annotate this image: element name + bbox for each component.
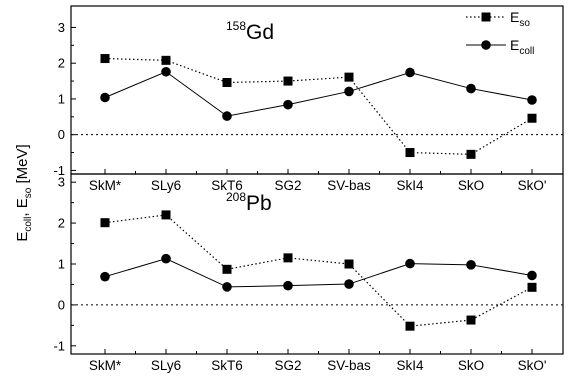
y-label-part2-main: E xyxy=(14,198,31,208)
series-e-so xyxy=(100,54,537,159)
x-tick-label: SkO xyxy=(458,358,484,373)
e-coll-point xyxy=(283,280,293,291)
e-coll-line xyxy=(104,258,533,288)
panel-gd: -1 0 1 2 3 SkM* SLy6 SkT6 SG2 SV-bas SkI4 SkO SkO' 15… xyxy=(53,5,564,193)
e-coll-point xyxy=(100,271,110,282)
e-coll-point xyxy=(283,99,293,110)
e-coll-point xyxy=(527,270,537,281)
x-tick-label: SV-bas xyxy=(327,358,371,373)
panel-pb: -1 0 1 2 3 SkM* SLy6 SkT6 SG2 SV-bas SkI4 SkO SkO' 20… xyxy=(53,173,564,373)
series-e-so xyxy=(100,210,537,331)
x-tick-label: SV-bas xyxy=(327,178,371,193)
y-label-separator: , xyxy=(14,208,31,216)
y-label-unit: [MeV] xyxy=(14,144,31,187)
legend-label-main: E xyxy=(510,37,519,53)
plot-frame xyxy=(70,5,564,175)
e-so-point xyxy=(344,72,354,82)
plot-frame xyxy=(70,173,564,355)
x-tick-label: SG2 xyxy=(274,178,301,193)
e-so-point xyxy=(527,282,537,292)
e-so-line xyxy=(104,214,533,327)
y-label-part1-sub: coll xyxy=(23,217,34,232)
x-tick-label: SkI4 xyxy=(396,358,424,373)
nucleus-symbol: Pb xyxy=(246,192,272,215)
y-tick-label: 0 xyxy=(58,127,65,142)
y-axis-label: Ecoll, Eso [MeV] xyxy=(14,144,34,241)
nucleus-mass: 158 xyxy=(226,19,246,33)
x-tick-label: SkO' xyxy=(518,358,547,373)
nucleus-mass: 208 xyxy=(226,190,246,204)
e-coll-point xyxy=(222,111,232,121)
e-so-point xyxy=(405,148,415,158)
x-tick-label: SkT6 xyxy=(211,358,243,373)
e-coll-point xyxy=(344,86,354,97)
e-coll-line xyxy=(104,71,533,117)
e-so-point xyxy=(222,77,232,87)
x-tick-label: SkM* xyxy=(89,358,122,373)
e-so-point xyxy=(100,218,110,228)
legend-label: Eso xyxy=(510,9,530,29)
x-tick-label: SkM* xyxy=(89,178,122,193)
y-label-part2-sub: so xyxy=(23,187,34,198)
e-coll-point xyxy=(527,95,537,105)
e-so-point xyxy=(161,210,171,220)
e-coll-point xyxy=(161,66,171,77)
y-tick-label: 1 xyxy=(58,257,65,272)
e-coll-point xyxy=(405,258,415,269)
y-tick-label: 2 xyxy=(58,56,65,71)
y-tick-label: -1 xyxy=(53,163,65,178)
legend-marker-circle xyxy=(481,40,491,50)
e-coll-point xyxy=(405,67,415,78)
e-coll-point xyxy=(344,279,354,289)
e-so-point xyxy=(283,253,293,263)
legend-marker-square xyxy=(481,12,491,22)
legend-label: Ecoll xyxy=(510,37,534,57)
e-coll-point xyxy=(100,92,110,103)
e-coll-point xyxy=(222,282,232,292)
series-e-coll xyxy=(100,253,537,292)
e-so-point xyxy=(222,264,232,274)
e-so-point xyxy=(466,149,476,159)
legend-label-sub: so xyxy=(519,18,530,29)
series-e-coll xyxy=(100,66,537,121)
x-tick-label: SkI4 xyxy=(396,178,424,193)
nucleus-symbol: Gd xyxy=(246,21,274,44)
panels: -1 0 1 2 3 SkM* SLy6 SkT6 SG2 SV-bas SkI4 SkO SkO' 15… xyxy=(53,5,564,373)
e-so-point xyxy=(161,55,171,65)
x-tick-label: SLy6 xyxy=(151,178,181,193)
y-tick-label: -1 xyxy=(53,338,65,353)
y-tick-label: 2 xyxy=(58,216,65,231)
e-so-point xyxy=(405,321,415,331)
nucleus-label: 158Gd xyxy=(226,19,274,44)
y-tick-label: 3 xyxy=(58,20,65,35)
e-so-point xyxy=(283,76,293,86)
e-so-point xyxy=(100,54,110,64)
e-coll-point xyxy=(161,253,171,264)
nucleus-label: 208Pb xyxy=(226,190,272,215)
y-tick-label: 1 xyxy=(58,91,65,106)
x-tick-label: SkO xyxy=(458,178,484,193)
e-so-point xyxy=(527,113,537,123)
x-tick-label: SkT6 xyxy=(211,178,243,193)
e-coll-point xyxy=(466,260,476,270)
legend-label-sub: coll xyxy=(519,46,534,57)
x-tick-label: SLy6 xyxy=(151,358,181,373)
e-so-point xyxy=(344,259,354,269)
e-coll-point xyxy=(466,83,476,94)
y-axis-title: Ecoll, Eso [MeV] xyxy=(14,144,34,241)
y-tick-label: 3 xyxy=(58,175,65,190)
legend-label-main: E xyxy=(510,9,519,25)
x-tick-label: SkO' xyxy=(518,178,547,193)
e-so-point xyxy=(466,315,476,325)
y-label-part1-main: E xyxy=(14,232,31,242)
y-tick-label: 0 xyxy=(58,297,65,312)
x-tick-label: SG2 xyxy=(274,358,301,373)
